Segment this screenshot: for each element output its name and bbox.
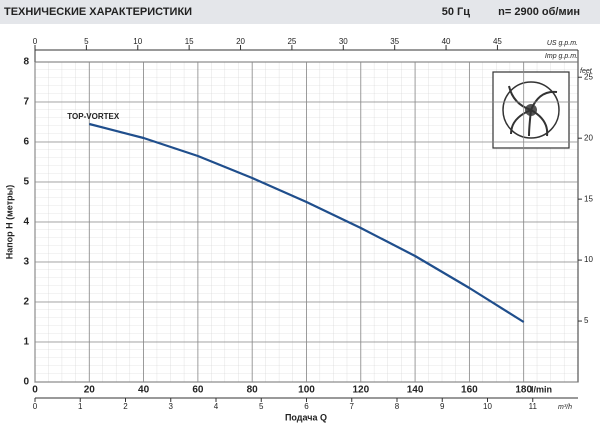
header-frequency: 50 Гц xyxy=(442,6,471,18)
x2-tick-label: 10 xyxy=(133,37,142,46)
series-label: TOP-VORTEX xyxy=(67,112,120,121)
x2b-unit: Imp g.p.m. xyxy=(545,53,578,60)
y-tick-label: 8 xyxy=(23,57,29,68)
x-tick-label: 180 xyxy=(515,385,532,396)
y-tick-label: 5 xyxy=(23,177,29,188)
series-line xyxy=(89,122,525,323)
x3-tick-label: 6 xyxy=(304,402,309,411)
x-tick-label: 0 xyxy=(32,385,38,396)
x2-tick-label: 0 xyxy=(33,37,38,46)
x2-tick-label: 45 xyxy=(493,37,502,46)
impeller-icon xyxy=(492,71,570,149)
x-tick-label: 160 xyxy=(461,385,478,396)
x2-unit: US g.p.m. xyxy=(547,40,578,47)
x3-tick-label: 10 xyxy=(483,402,492,411)
x2-tick-label: 25 xyxy=(287,37,296,46)
x-axis-title: Подача Q xyxy=(285,412,327,422)
x3-tick-label: 5 xyxy=(259,402,264,411)
y-tick-label: 0 xyxy=(23,377,29,388)
y2-tick-label: 5 xyxy=(584,316,589,325)
y-tick-label: 1 xyxy=(23,337,29,348)
x-unit: l/min xyxy=(531,384,552,394)
y2-tick-label: 10 xyxy=(584,255,593,264)
x-tick-label: 60 xyxy=(192,385,204,396)
y-tick-label: 6 xyxy=(23,137,29,148)
x3-unit: m³/h xyxy=(558,404,572,411)
x3-tick-label: 2 xyxy=(123,402,128,411)
y2-tick-label: 25 xyxy=(584,72,593,81)
x3-tick-label: 4 xyxy=(214,402,219,411)
x-tick-label: 20 xyxy=(84,385,96,396)
x-tick-label: 120 xyxy=(352,385,369,396)
header-bar xyxy=(0,0,600,24)
x-tick-label: 80 xyxy=(247,385,259,396)
x2-tick-label: 5 xyxy=(84,37,89,46)
y2-tick-label: 15 xyxy=(584,194,593,203)
y-tick-label: 2 xyxy=(23,297,29,308)
x-tick-label: 40 xyxy=(138,385,150,396)
x2-tick-label: 30 xyxy=(339,37,348,46)
x3-tick-label: 0 xyxy=(33,402,38,411)
x2-tick-label: 35 xyxy=(390,37,399,46)
x3-tick-label: 8 xyxy=(395,402,400,411)
x-tick-label: 100 xyxy=(298,385,315,396)
y-axis-title: Напор H (метры) xyxy=(4,185,14,260)
x3-tick-label: 9 xyxy=(440,402,445,411)
header-speed: n= 2900 об/мин xyxy=(498,6,580,18)
x2-tick-label: 20 xyxy=(236,37,245,46)
x2-tick-label: 15 xyxy=(185,37,194,46)
x-tick-label: 140 xyxy=(407,385,424,396)
x3-tick-label: 1 xyxy=(78,402,83,411)
y2-tick-label: 20 xyxy=(584,133,593,142)
y-tick-label: 4 xyxy=(23,217,29,228)
y-tick-label: 3 xyxy=(23,257,29,268)
y2-unit: feet xyxy=(580,68,593,75)
x3-tick-label: 7 xyxy=(350,402,355,411)
x3-tick-label: 3 xyxy=(169,402,174,411)
header-title: ТЕХНИЧЕСКИЕ ХАРАКТЕРИСТИКИ xyxy=(4,6,192,18)
x2-tick-label: 40 xyxy=(442,37,451,46)
y-tick-label: 7 xyxy=(23,97,29,108)
x3-tick-label: 11 xyxy=(529,402,538,411)
